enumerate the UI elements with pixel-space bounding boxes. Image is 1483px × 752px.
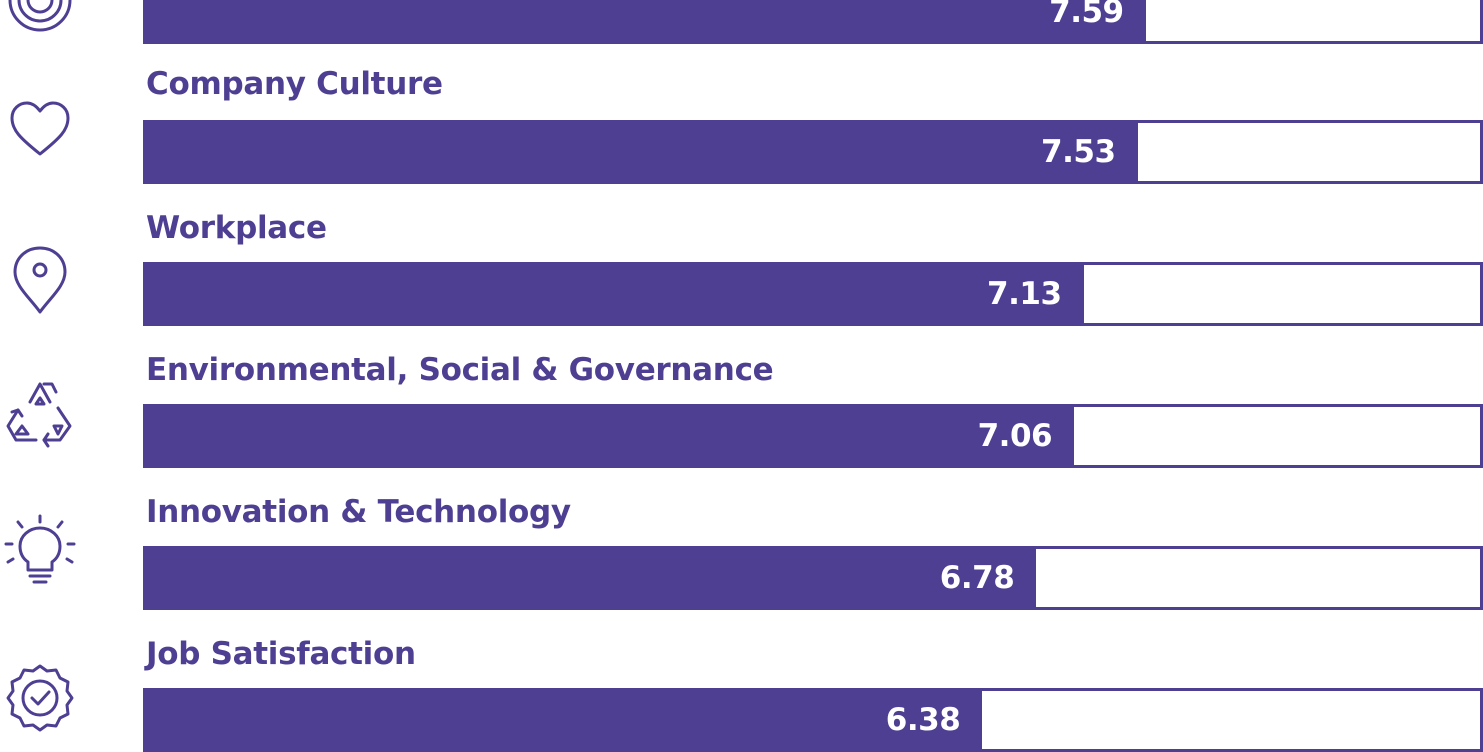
category-label: Innovation & Technology (146, 494, 571, 530)
location-pin-icon (0, 240, 80, 320)
recycle-icon (0, 376, 80, 456)
category-label: Environmental, Social & Governance (146, 352, 774, 388)
value-label: 7.59 (1049, 0, 1124, 30)
category-label: Job Satisfaction (146, 636, 416, 672)
badge-check-icon (0, 658, 80, 738)
bar-fill (146, 265, 1084, 323)
bar-fill (146, 549, 1037, 607)
value-label: 7.53 (1041, 134, 1116, 170)
bar-track: 6.38 (143, 688, 1483, 752)
bar-fill (146, 691, 983, 749)
bar-track: 7.06 (143, 404, 1483, 468)
value-label: 7.06 (977, 418, 1053, 454)
target-icon (0, 0, 80, 40)
category-label: Workplace (146, 210, 327, 246)
lightbulb-icon (0, 514, 80, 594)
bar-track: 7.13 (143, 262, 1483, 326)
heart-icon (0, 90, 80, 170)
bar-track: 7.53 (143, 120, 1483, 184)
bar-track: 7.59 (143, 0, 1483, 44)
value-label: 6.38 (885, 702, 961, 738)
bar-track: 6.78 (143, 546, 1483, 610)
category-label: Company Culture (146, 66, 443, 102)
value-label: 6.78 (939, 560, 1015, 596)
bar-fill (146, 407, 1075, 465)
bar-fill (146, 0, 1146, 41)
bar-fill (146, 123, 1138, 181)
value-label: 7.13 (987, 276, 1062, 312)
